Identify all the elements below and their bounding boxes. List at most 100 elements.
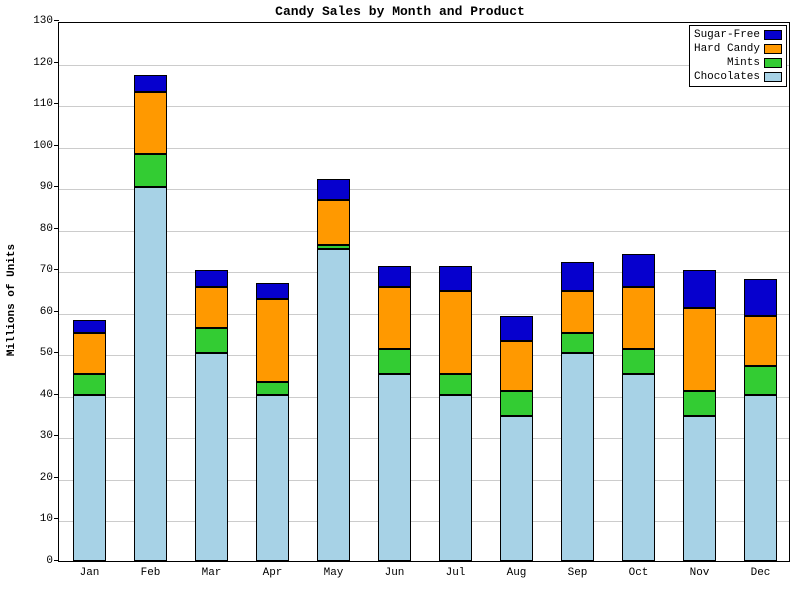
bar-segment-sugar-free bbox=[134, 75, 168, 92]
bar-segment-sugar-free bbox=[195, 270, 229, 287]
bar-segment-hard-candy bbox=[500, 341, 534, 391]
bar-segment-hard-candy bbox=[561, 291, 595, 333]
plot-area: 0102030405060708090100110120130JanFebMar… bbox=[58, 22, 790, 562]
y-tick-mark bbox=[54, 352, 59, 353]
gridline bbox=[59, 355, 789, 356]
gridline bbox=[59, 106, 789, 107]
bar-segment-hard-candy bbox=[683, 308, 717, 391]
y-tick-mark bbox=[54, 269, 59, 270]
bar-segment-mints bbox=[195, 328, 229, 353]
bar-segment-chocolates bbox=[134, 187, 168, 561]
y-tick-label: 90 bbox=[40, 181, 59, 193]
bar-segment-mints bbox=[378, 349, 412, 374]
bar-segment-sugar-free bbox=[256, 283, 290, 300]
gridline bbox=[59, 148, 789, 149]
legend-swatch bbox=[764, 44, 782, 54]
bar-segment-chocolates bbox=[378, 374, 412, 561]
bar-segment-chocolates bbox=[256, 395, 290, 561]
legend-swatch bbox=[764, 30, 782, 40]
legend-label: Chocolates bbox=[694, 70, 760, 84]
bar-segment-sugar-free bbox=[500, 316, 534, 341]
legend-swatch bbox=[764, 72, 782, 82]
gridline bbox=[59, 480, 789, 481]
bar-segment-sugar-free bbox=[378, 266, 412, 287]
bar-segment-sugar-free bbox=[622, 254, 656, 287]
y-tick-label: 0 bbox=[46, 555, 59, 567]
gridline bbox=[59, 521, 789, 522]
bar-segment-chocolates bbox=[622, 374, 656, 561]
x-tick-label: Jun bbox=[385, 561, 405, 579]
x-tick-label: Aug bbox=[507, 561, 527, 579]
legend-row: Mints bbox=[694, 56, 782, 70]
bar-segment-mints bbox=[134, 154, 168, 187]
bar-segment-sugar-free bbox=[744, 279, 778, 316]
y-tick-label: 50 bbox=[40, 347, 59, 359]
y-tick-mark bbox=[54, 186, 59, 187]
legend: Sugar-FreeHard CandyMintsChocolates bbox=[689, 25, 787, 87]
y-tick-mark bbox=[54, 228, 59, 229]
y-tick-mark bbox=[54, 103, 59, 104]
legend-label: Hard Candy bbox=[694, 42, 760, 56]
bar-segment-chocolates bbox=[73, 395, 107, 561]
bar-segment-mints bbox=[744, 366, 778, 395]
bar-segment-hard-candy bbox=[256, 299, 290, 382]
y-tick-label: 30 bbox=[40, 430, 59, 442]
legend-row: Chocolates bbox=[694, 70, 782, 84]
x-tick-label: Mar bbox=[202, 561, 222, 579]
bar-segment-mints bbox=[256, 382, 290, 394]
y-tick-label: 100 bbox=[33, 140, 59, 152]
y-tick-mark bbox=[54, 145, 59, 146]
bar-segment-sugar-free bbox=[439, 266, 473, 291]
bar-segment-mints bbox=[500, 391, 534, 416]
bar-segment-mints bbox=[439, 374, 473, 395]
bar-segment-hard-candy bbox=[317, 200, 351, 246]
x-tick-label: Oct bbox=[629, 561, 649, 579]
x-tick-label: May bbox=[324, 561, 344, 579]
y-tick-label: 120 bbox=[33, 57, 59, 69]
bar-segment-chocolates bbox=[561, 353, 595, 561]
y-tick-label: 70 bbox=[40, 264, 59, 276]
y-tick-label: 20 bbox=[40, 472, 59, 484]
x-tick-label: Nov bbox=[690, 561, 710, 579]
legend-row: Sugar-Free bbox=[694, 28, 782, 42]
y-tick-label: 60 bbox=[40, 306, 59, 318]
y-tick-mark bbox=[54, 518, 59, 519]
y-tick-mark bbox=[54, 311, 59, 312]
bar-segment-chocolates bbox=[317, 249, 351, 561]
x-tick-label: Jan bbox=[80, 561, 100, 579]
legend-swatch bbox=[764, 58, 782, 68]
gridline bbox=[59, 231, 789, 232]
bar-segment-mints bbox=[683, 391, 717, 416]
bar-segment-chocolates bbox=[439, 395, 473, 561]
y-tick-mark bbox=[54, 62, 59, 63]
bar-segment-hard-candy bbox=[134, 92, 168, 154]
bar-segment-hard-candy bbox=[378, 287, 412, 349]
y-axis-label-wrap: Millions of Units bbox=[2, 0, 22, 600]
legend-label: Mints bbox=[727, 56, 760, 70]
y-tick-label: 130 bbox=[33, 15, 59, 27]
bar-segment-mints bbox=[622, 349, 656, 374]
gridline bbox=[59, 189, 789, 190]
y-tick-mark bbox=[54, 560, 59, 561]
x-tick-label: Apr bbox=[263, 561, 283, 579]
gridline bbox=[59, 438, 789, 439]
bar-segment-sugar-free bbox=[73, 320, 107, 332]
gridline bbox=[59, 314, 789, 315]
bar-segment-hard-candy bbox=[744, 316, 778, 366]
chart-title: Candy Sales by Month and Product bbox=[0, 4, 800, 19]
bar-segment-sugar-free bbox=[317, 179, 351, 200]
y-tick-mark bbox=[54, 477, 59, 478]
bar-segment-hard-candy bbox=[622, 287, 656, 349]
bar-segment-hard-candy bbox=[195, 287, 229, 329]
chart-container: Candy Sales by Month and Product Million… bbox=[0, 0, 800, 600]
bar-segment-chocolates bbox=[195, 353, 229, 561]
bar-segment-mints bbox=[73, 374, 107, 395]
bar-segment-chocolates bbox=[683, 416, 717, 561]
bar-segment-chocolates bbox=[500, 416, 534, 561]
y-tick-label: 110 bbox=[33, 98, 59, 110]
gridline bbox=[59, 65, 789, 66]
bar-segment-sugar-free bbox=[561, 262, 595, 291]
x-tick-label: Dec bbox=[751, 561, 771, 579]
bar-segment-mints bbox=[317, 245, 351, 249]
bar-segment-mints bbox=[561, 333, 595, 354]
